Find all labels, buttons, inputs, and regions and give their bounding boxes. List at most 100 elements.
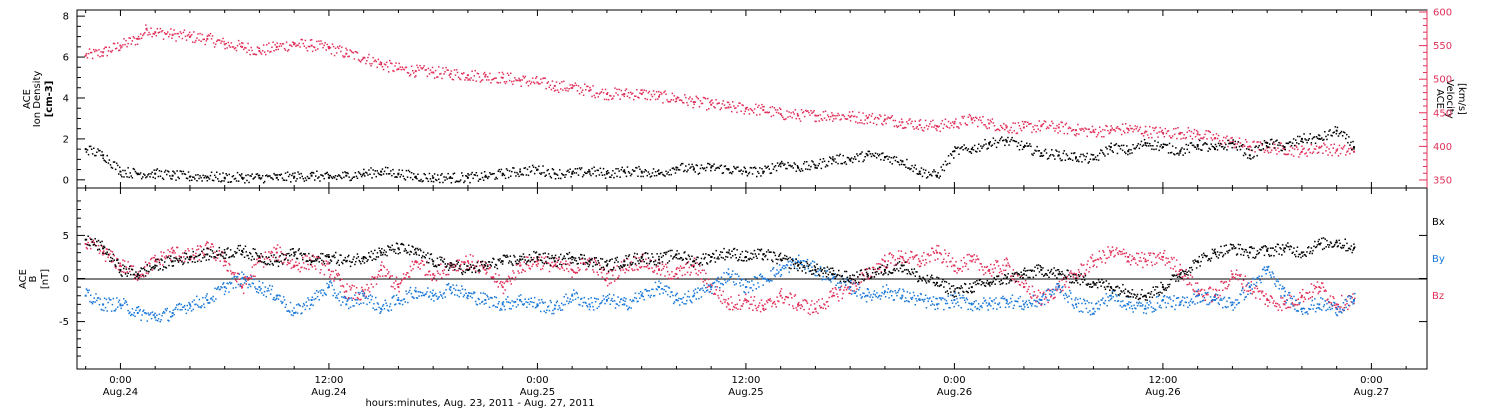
by-point bbox=[151, 311, 154, 313]
density-point bbox=[378, 173, 381, 176]
bz-point bbox=[1082, 275, 1084, 277]
density-point bbox=[1225, 143, 1227, 146]
density-point bbox=[658, 172, 660, 175]
density-point bbox=[276, 174, 278, 176]
velocity-point bbox=[580, 91, 583, 93]
bz-point bbox=[314, 265, 316, 267]
density-point bbox=[481, 176, 484, 179]
velocity-point bbox=[151, 35, 153, 38]
density-point bbox=[145, 176, 147, 179]
by-point bbox=[548, 309, 551, 312]
by-point bbox=[446, 283, 448, 286]
bz-point bbox=[260, 260, 262, 263]
velocity-point bbox=[291, 45, 293, 48]
bz-point bbox=[830, 290, 832, 292]
by-point bbox=[315, 297, 317, 300]
density-point bbox=[1005, 139, 1008, 142]
bz-point bbox=[815, 310, 817, 313]
bz-point bbox=[181, 260, 183, 262]
velocity-point bbox=[1299, 153, 1301, 156]
density-point bbox=[717, 166, 719, 169]
bz-point bbox=[1231, 273, 1234, 276]
bz-point bbox=[280, 251, 282, 253]
bz-point bbox=[119, 262, 122, 265]
bz-point bbox=[834, 287, 836, 289]
bz-point bbox=[1351, 296, 1353, 299]
density-point bbox=[348, 176, 350, 178]
velocity-point bbox=[341, 46, 343, 49]
density-tick-label: 6 bbox=[63, 53, 69, 64]
density-point bbox=[927, 176, 929, 178]
velocity-point bbox=[131, 40, 134, 42]
bz-point bbox=[434, 274, 436, 277]
bz-point bbox=[1116, 252, 1119, 254]
velocity-point bbox=[1118, 128, 1121, 130]
density-point bbox=[890, 156, 892, 159]
density-point bbox=[99, 149, 101, 152]
velocity-point bbox=[516, 79, 518, 82]
density-point bbox=[335, 178, 338, 181]
velocity-point bbox=[744, 110, 746, 113]
by-point bbox=[584, 301, 586, 304]
density-point bbox=[586, 172, 588, 174]
density-point bbox=[205, 177, 208, 179]
density-point bbox=[934, 170, 936, 173]
density-point bbox=[1204, 142, 1206, 144]
density-point bbox=[596, 169, 598, 171]
by-point bbox=[536, 305, 539, 307]
bz-point bbox=[545, 256, 547, 258]
velocity-point bbox=[529, 83, 532, 85]
bz-point bbox=[940, 253, 942, 256]
velocity-point bbox=[1283, 153, 1285, 155]
bz-point bbox=[838, 289, 841, 291]
density-point bbox=[712, 165, 714, 167]
velocity-point bbox=[462, 73, 464, 75]
density-point bbox=[206, 180, 209, 182]
bz-point bbox=[931, 247, 933, 249]
density-point bbox=[342, 171, 344, 174]
density-point bbox=[1259, 149, 1261, 151]
density-point bbox=[989, 141, 991, 143]
bz-point bbox=[561, 267, 564, 269]
by-point bbox=[555, 301, 558, 304]
velocity-point bbox=[610, 95, 612, 97]
velocity-point bbox=[1054, 130, 1056, 132]
bz-point bbox=[899, 255, 902, 258]
velocity-point bbox=[1199, 134, 1201, 136]
bz-point bbox=[560, 261, 562, 263]
velocity-point bbox=[1045, 127, 1048, 130]
bz-point bbox=[1021, 281, 1023, 284]
density-point bbox=[965, 147, 967, 149]
density-point bbox=[1146, 142, 1149, 144]
velocity-point bbox=[786, 110, 788, 112]
velocity-point bbox=[988, 127, 990, 129]
bz-point bbox=[826, 300, 829, 303]
bz-point bbox=[1301, 288, 1304, 291]
by-point bbox=[150, 312, 152, 314]
bz-point bbox=[381, 275, 384, 277]
velocity-point bbox=[1029, 123, 1031, 125]
velocity-point bbox=[287, 49, 290, 51]
density-point bbox=[1094, 156, 1097, 158]
density-point bbox=[769, 172, 771, 175]
velocity-point bbox=[1180, 138, 1182, 140]
by-point bbox=[103, 309, 105, 312]
density-point bbox=[1353, 148, 1355, 150]
density-point bbox=[405, 169, 408, 172]
density-point bbox=[542, 165, 544, 167]
x-tick-time: 0:00 bbox=[1360, 375, 1382, 386]
by-point bbox=[358, 303, 360, 306]
bz-point bbox=[278, 256, 280, 258]
density-point bbox=[393, 173, 395, 175]
density-point bbox=[575, 172, 578, 174]
by-point bbox=[129, 311, 131, 313]
bz-point bbox=[429, 274, 432, 276]
velocity-point bbox=[115, 47, 118, 49]
density-point bbox=[858, 160, 860, 163]
bz-point bbox=[762, 305, 764, 307]
density-point bbox=[140, 177, 143, 180]
bz-point bbox=[921, 255, 923, 257]
velocity-point bbox=[646, 98, 648, 101]
density-point bbox=[907, 167, 909, 169]
density-point bbox=[1215, 145, 1218, 148]
